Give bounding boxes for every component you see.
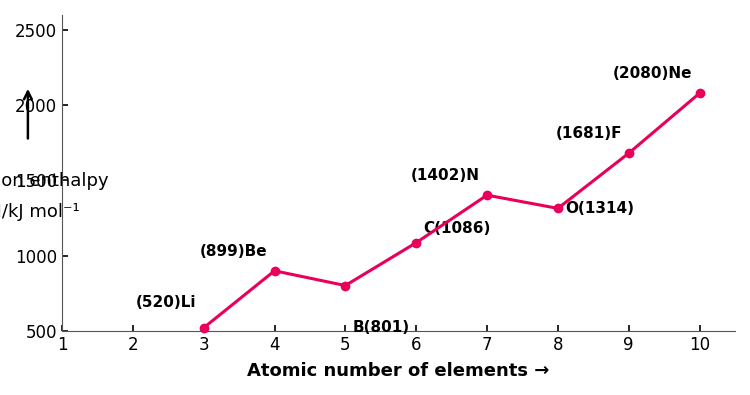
X-axis label: Atomic number of elements →: Atomic number of elements → <box>248 362 550 380</box>
Text: Ionistion enthalpy: Ionistion enthalpy <box>0 172 109 190</box>
Text: (1681)F: (1681)F <box>555 126 622 141</box>
Text: (520)Li: (520)Li <box>136 295 196 310</box>
Text: (899)Be: (899)Be <box>200 244 268 259</box>
Text: O(1314): O(1314) <box>565 201 634 216</box>
Text: ΔH/kJ mol⁻¹: ΔH/kJ mol⁻¹ <box>0 203 80 222</box>
Text: (1402)N: (1402)N <box>411 168 480 183</box>
Text: (2080)Ne: (2080)Ne <box>614 66 693 81</box>
Text: B(801): B(801) <box>352 320 410 335</box>
Text: C(1086): C(1086) <box>423 221 490 236</box>
